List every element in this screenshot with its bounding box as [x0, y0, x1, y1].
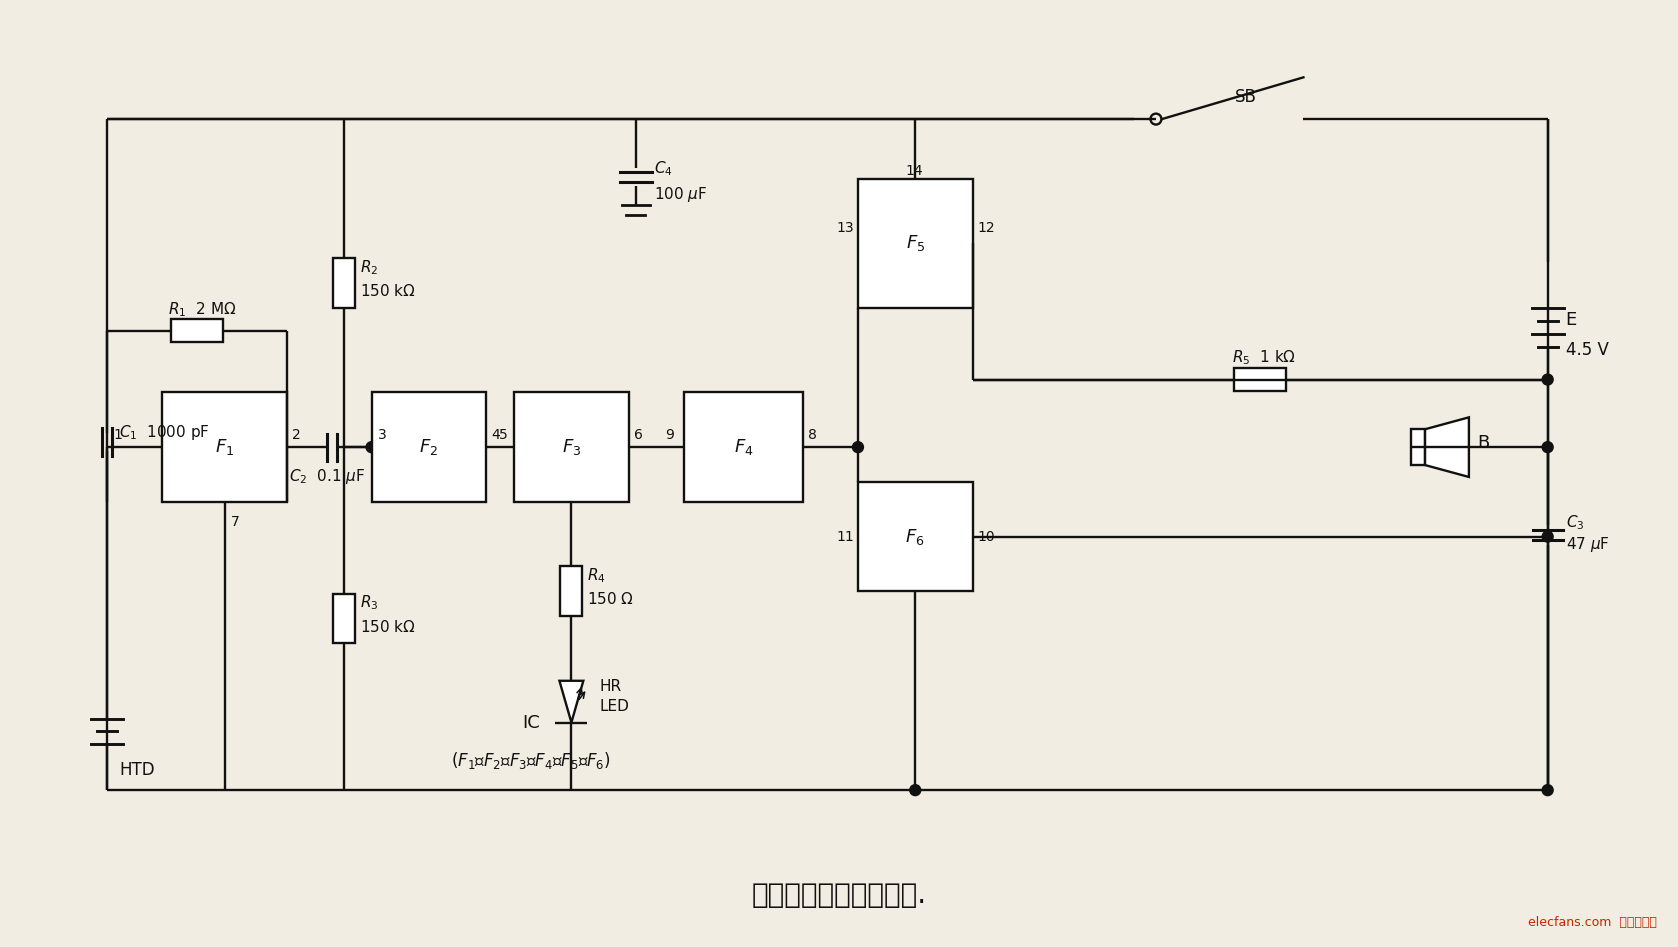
Text: 12: 12 — [978, 222, 995, 236]
Bar — [1235, 368, 1285, 391]
Bar — [513, 392, 629, 502]
Circle shape — [1542, 531, 1554, 542]
Bar — [332, 594, 354, 644]
Text: $C_2$  0.1 $\mu$F: $C_2$ 0.1 $\mu$F — [289, 468, 364, 487]
Text: elecfans.com  电子发烧友: elecfans.com 电子发烧友 — [1529, 916, 1658, 929]
Text: 9: 9 — [666, 428, 675, 442]
Text: $R_2$: $R_2$ — [359, 258, 378, 277]
Text: 10: 10 — [978, 529, 995, 544]
Text: $F_1$: $F_1$ — [215, 438, 235, 457]
Text: 1: 1 — [114, 428, 122, 442]
Polygon shape — [559, 681, 584, 723]
Circle shape — [1542, 785, 1554, 795]
Text: $F_3$: $F_3$ — [562, 438, 581, 457]
Text: 150 $\Omega$: 150 $\Omega$ — [587, 591, 634, 607]
Bar — [857, 482, 973, 591]
Text: 11: 11 — [836, 529, 854, 544]
Bar — [857, 179, 973, 308]
Text: 13: 13 — [836, 222, 854, 236]
Bar — [683, 392, 804, 502]
Text: $F_5$: $F_5$ — [906, 233, 925, 254]
Circle shape — [1542, 441, 1554, 453]
Circle shape — [1542, 374, 1554, 385]
Circle shape — [852, 441, 864, 453]
Text: $R_3$: $R_3$ — [359, 594, 378, 612]
Text: 2: 2 — [292, 428, 300, 442]
Bar — [163, 392, 287, 502]
Circle shape — [366, 441, 378, 453]
Text: 声光显示的听诊器电路.: 声光显示的听诊器电路. — [752, 881, 926, 908]
Text: 14: 14 — [904, 164, 923, 178]
Text: $F_4$: $F_4$ — [733, 438, 753, 457]
Text: 47 $\mu$F: 47 $\mu$F — [1566, 535, 1609, 554]
Text: HTD: HTD — [119, 761, 154, 779]
Text: $(F_1$、$F_2$、$F_3$、$F_4$、$F_5$、$F_6)$: $(F_1$、$F_2$、$F_3$、$F_4$、$F_5$、$F_6)$ — [451, 750, 611, 771]
Text: 5: 5 — [498, 428, 508, 442]
Text: $R_5$  1 k$\Omega$: $R_5$ 1 k$\Omega$ — [1232, 348, 1295, 367]
Text: 7: 7 — [230, 515, 240, 528]
Text: $R_4$: $R_4$ — [587, 566, 606, 584]
Text: B: B — [1477, 434, 1488, 452]
Text: $R_1$  2 M$\Omega$: $R_1$ 2 M$\Omega$ — [168, 300, 237, 319]
Text: IC: IC — [522, 713, 540, 731]
Text: 3: 3 — [378, 428, 386, 442]
Text: $F_2$: $F_2$ — [420, 438, 438, 457]
Polygon shape — [1425, 418, 1468, 477]
Text: 6: 6 — [634, 428, 643, 442]
Bar — [1411, 429, 1425, 465]
Text: $C_3$: $C_3$ — [1566, 513, 1584, 532]
Text: 4: 4 — [492, 428, 500, 442]
Text: E: E — [1566, 311, 1577, 329]
Text: 150 k$\Omega$: 150 k$\Omega$ — [359, 618, 416, 634]
Bar — [371, 392, 487, 502]
Text: LED: LED — [599, 699, 629, 714]
Text: $C_4$: $C_4$ — [654, 159, 673, 178]
Text: 150 k$\Omega$: 150 k$\Omega$ — [359, 283, 416, 299]
Bar — [332, 259, 354, 308]
Text: 4.5 V: 4.5 V — [1566, 341, 1609, 359]
Bar — [171, 319, 223, 342]
Circle shape — [909, 785, 921, 795]
Text: 100 $\mu$F: 100 $\mu$F — [654, 186, 706, 205]
Text: $F_6$: $F_6$ — [906, 527, 925, 546]
Text: $C_1$  1000 pF: $C_1$ 1000 pF — [119, 422, 210, 441]
Text: 8: 8 — [809, 428, 817, 442]
Text: SB: SB — [1235, 88, 1257, 106]
Bar — [560, 566, 582, 616]
Text: HR: HR — [599, 679, 621, 694]
